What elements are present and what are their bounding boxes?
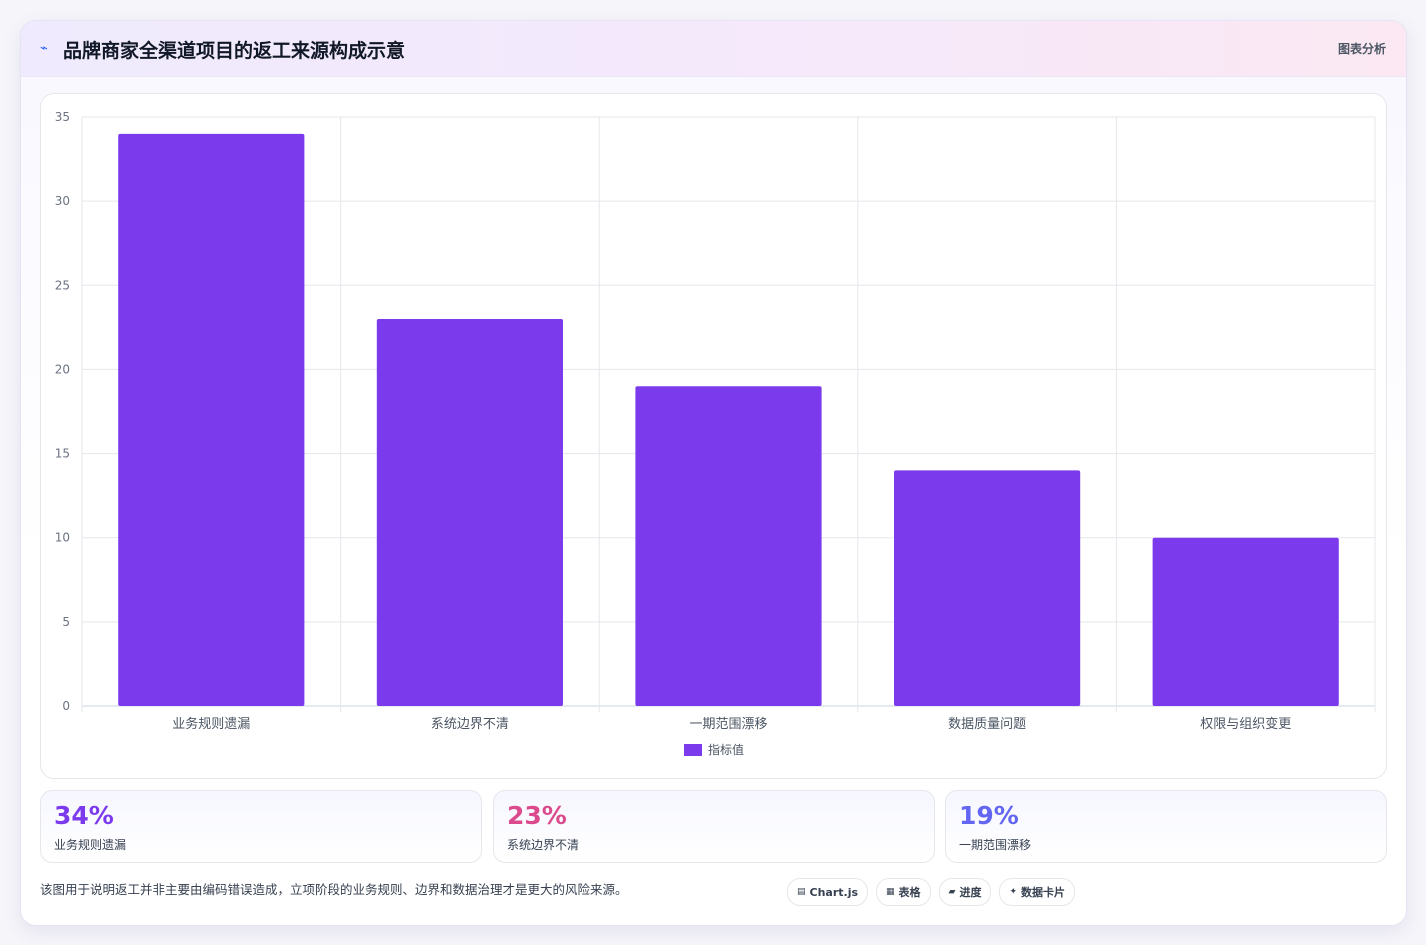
chart-note: 该图用于说明返工并非主要由编码错误造成，立项阶段的业务规则、边界和数据治理才是更… <box>40 882 628 897</box>
stat-label: 系统边界不清 <box>507 838 580 852</box>
pill-progress[interactable]: ▰ 进度 <box>938 878 992 906</box>
y-tick-label: 20 <box>55 362 70 376</box>
stat-card-2: 23% 系统边界不清 <box>493 790 935 863</box>
bar <box>1152 537 1339 706</box>
x-tick-label: 权限与组织变更 <box>1200 716 1291 732</box>
bar-chart: 0 5 10 15 20 25 30 35 业务规则遗漏 系统边界不清 一期范围漂移 数据质量问题 权限… <box>55 110 1376 757</box>
pill-chartjs[interactable]: ▤ Chart.js <box>787 878 869 906</box>
tag-pills: ▤ Chart.js ▦ 表格 ▰ 进度 ✦ 数据卡片 <box>787 878 1076 906</box>
pill-label: 数据卡片 <box>1021 886 1066 899</box>
y-tick-label: 10 <box>55 531 70 545</box>
database-icon: ▤ <box>797 887 806 897</box>
bar <box>894 470 1081 706</box>
stat-value: 23% <box>507 801 567 830</box>
y-tick-label: 25 <box>55 278 70 292</box>
legend-swatch <box>684 744 702 756</box>
x-tick-label: 数据质量问题 <box>948 717 1026 732</box>
stat-label: 业务规则遗漏 <box>54 838 127 852</box>
bar <box>635 386 822 706</box>
pill-label: Chart.js <box>809 885 859 899</box>
progress-icon: ▰ <box>948 887 956 897</box>
bar-chart-panel: 0 5 10 15 20 25 30 35 业务规则遗漏 系统边界不清 一期范围漂移 数据质量问题 权限… <box>40 93 1387 779</box>
stat-card-1: 34% 业务规则遗漏 <box>40 790 482 863</box>
y-tick-label: 35 <box>55 110 70 124</box>
y-tick-label: 15 <box>55 447 70 461</box>
x-tick-label: 业务规则遗漏 <box>172 716 250 732</box>
y-tick-label: 30 <box>55 194 70 208</box>
chart-analysis-tag: 图表分析 <box>1337 42 1386 56</box>
page-title: 品牌商家全渠道项目的返工来源构成示意 <box>63 40 406 62</box>
chart-line-icon: ⌁ <box>40 41 48 56</box>
stat-label: 一期范围漂移 <box>959 838 1032 852</box>
stat-card-3: 19% 一期范围漂移 <box>945 790 1387 863</box>
bar <box>376 318 563 706</box>
y-tick-label: 5 <box>62 615 70 629</box>
bar <box>118 133 305 707</box>
legend-label: 指标值 <box>708 742 744 757</box>
stat-value: 34% <box>54 801 114 830</box>
card-header: ⌁ 品牌商家全渠道项目的返工来源构成示意 图表分析 <box>21 21 1406 77</box>
x-tick-label: 一期范围漂移 <box>689 716 767 732</box>
pill-label: 表格 <box>898 886 921 899</box>
stat-value: 19% <box>959 801 1019 830</box>
pill-table[interactable]: ▦ 表格 <box>876 878 931 906</box>
pill-data-card[interactable]: ✦ 数据卡片 <box>999 878 1076 906</box>
pill-label: 进度 <box>959 886 982 899</box>
y-tick-label: 0 <box>62 699 70 713</box>
sparkle-icon: ✦ <box>1009 887 1018 897</box>
table-icon: ▦ <box>886 887 895 897</box>
x-tick-label: 系统边界不清 <box>431 717 509 732</box>
chart-card: ⌁ 品牌商家全渠道项目的返工来源构成示意 图表分析 0 5 10 15 20 25 30 35… <box>20 20 1407 926</box>
